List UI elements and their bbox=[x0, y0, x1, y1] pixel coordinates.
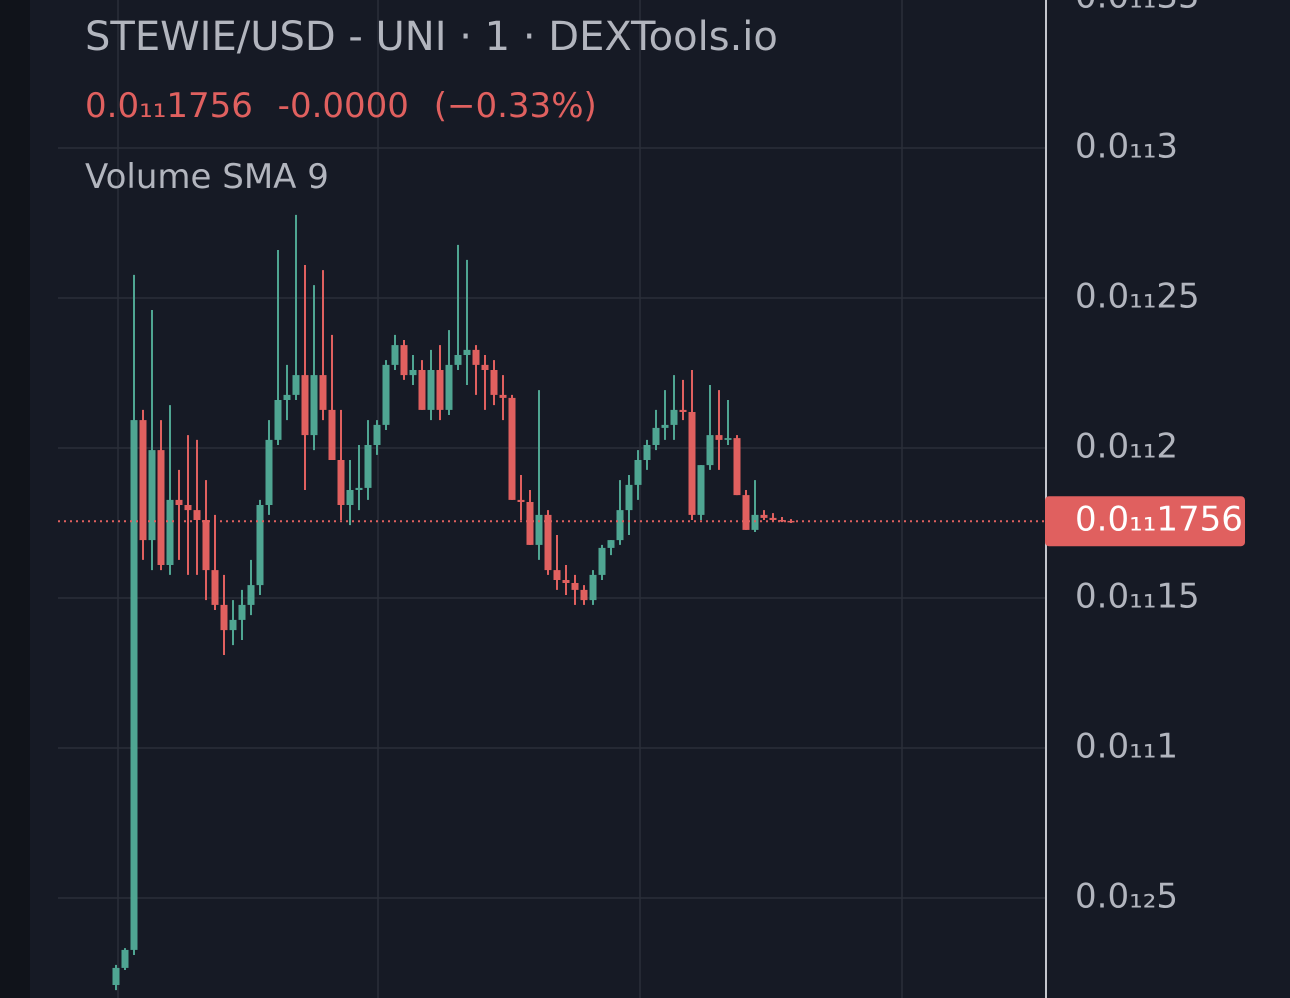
candle-body bbox=[139, 420, 147, 541]
candle-body bbox=[742, 495, 750, 530]
y-tick-label: 0.0₁₁35 bbox=[1075, 0, 1200, 16]
candle-body bbox=[328, 409, 336, 460]
candle-body bbox=[436, 369, 444, 410]
candle-body bbox=[211, 570, 219, 605]
candle-body bbox=[706, 435, 714, 466]
candle-body bbox=[733, 438, 741, 496]
candle-body bbox=[724, 438, 732, 440]
candle-body bbox=[427, 369, 435, 410]
change-pct: (−0.33%) bbox=[433, 86, 597, 126]
candle-body bbox=[193, 510, 201, 521]
candle-body bbox=[274, 399, 282, 440]
candle-body bbox=[571, 583, 579, 590]
last-price: 0.0₁₁1756 bbox=[85, 86, 253, 126]
last-price-box bbox=[1045, 496, 1245, 547]
candle-body bbox=[607, 540, 615, 548]
candle-body bbox=[715, 435, 723, 440]
candle-body bbox=[400, 345, 408, 376]
candle-body bbox=[499, 394, 507, 398]
candle-body bbox=[517, 499, 525, 503]
candle-body bbox=[535, 514, 543, 545]
candle-body bbox=[589, 574, 597, 601]
candle-body bbox=[760, 514, 768, 518]
candle-body bbox=[670, 409, 678, 425]
candle-body bbox=[409, 369, 417, 376]
candle-body bbox=[751, 514, 759, 530]
candle-body bbox=[292, 375, 300, 395]
y-tick-label: 0.0₁₁1 bbox=[1075, 727, 1178, 767]
candle-body bbox=[445, 364, 453, 410]
candle-body bbox=[544, 514, 552, 571]
candle-body bbox=[697, 465, 705, 515]
candle-body bbox=[238, 604, 246, 620]
candle-body bbox=[688, 411, 696, 515]
y-tick-label: 0.0₁₁3 bbox=[1075, 126, 1178, 166]
candle-body bbox=[166, 499, 174, 566]
y-tick-label: 0.0₁₁25 bbox=[1075, 276, 1200, 316]
last-price-label: 0.0₁₁1756 bbox=[1075, 500, 1243, 540]
candle-body bbox=[508, 397, 516, 500]
candle-body bbox=[598, 547, 606, 575]
candle-body bbox=[553, 570, 561, 581]
candle-body bbox=[157, 450, 165, 566]
candle-body bbox=[382, 364, 390, 425]
y-tick-label: 0.0₁₁15 bbox=[1075, 577, 1200, 617]
candle-body bbox=[202, 520, 210, 571]
candle-body bbox=[625, 484, 633, 511]
time-grid bbox=[117, 0, 903, 998]
candle-body bbox=[130, 420, 138, 950]
candle-body bbox=[112, 967, 120, 986]
candle-body bbox=[184, 505, 192, 511]
candle-body bbox=[463, 349, 471, 355]
candle-body bbox=[346, 489, 354, 506]
candle-body bbox=[310, 375, 318, 436]
y-tick-label: 0.0₁₂5 bbox=[1075, 877, 1178, 917]
candle-body bbox=[418, 369, 426, 410]
candle-body bbox=[652, 427, 660, 445]
candle-body bbox=[265, 439, 273, 506]
candle-body bbox=[391, 345, 399, 365]
candle-body bbox=[562, 580, 570, 584]
candle-body bbox=[121, 949, 129, 968]
candle-body bbox=[526, 502, 534, 545]
candle-body bbox=[490, 369, 498, 395]
candle-body bbox=[373, 424, 381, 445]
candle-body bbox=[283, 394, 291, 400]
chart-title: STEWIE/USD - UNI · 1 · DEXTools.io bbox=[85, 14, 778, 60]
candle-body bbox=[454, 354, 462, 365]
change: -0.0000 bbox=[277, 86, 409, 126]
candle-body bbox=[301, 375, 309, 436]
study-label: Volume SMA 9 bbox=[85, 157, 329, 197]
price-row: 0.0₁₁1756 -0.0000 (−0.33%) bbox=[85, 86, 611, 126]
candle-body bbox=[229, 619, 237, 631]
candle-body bbox=[319, 375, 327, 410]
candle-body bbox=[481, 364, 489, 370]
candle-body bbox=[778, 520, 786, 522]
candle-body bbox=[472, 349, 480, 365]
candle-body bbox=[355, 487, 363, 490]
left-edge bbox=[0, 0, 30, 998]
candle-body bbox=[616, 510, 624, 541]
candle-body bbox=[580, 589, 588, 601]
candle-body bbox=[337, 459, 345, 506]
candle-body bbox=[247, 585, 255, 605]
candle-body bbox=[148, 450, 156, 541]
candle-body bbox=[769, 517, 777, 521]
y-tick-label: 0.0₁₁2 bbox=[1075, 426, 1178, 466]
candle-body bbox=[661, 424, 669, 428]
candle-body bbox=[634, 459, 642, 485]
candle-body bbox=[679, 409, 687, 412]
candle-body bbox=[175, 499, 183, 506]
candle-body bbox=[643, 444, 651, 460]
candle-body bbox=[256, 505, 264, 586]
candle-body bbox=[364, 444, 372, 488]
candle-body bbox=[220, 604, 228, 631]
